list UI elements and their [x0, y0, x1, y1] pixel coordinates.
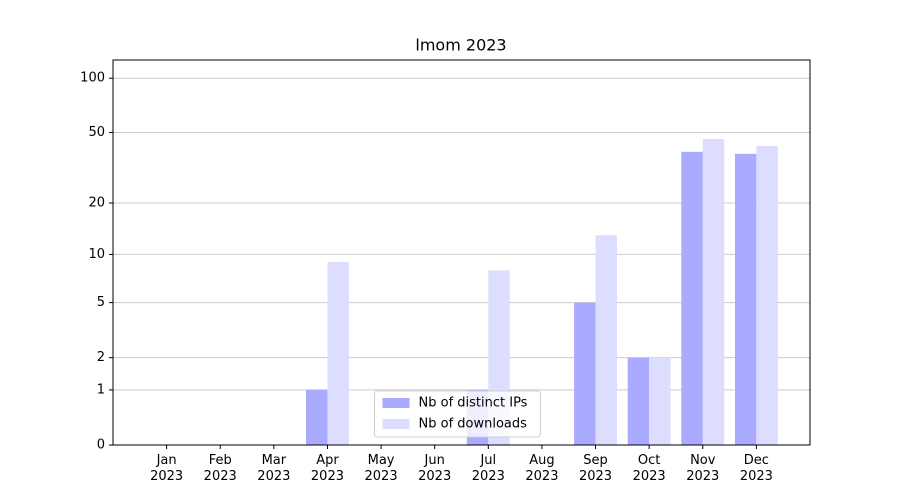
legend-label: Nb of downloads [419, 417, 528, 432]
x-tick-label: Oct 2023 [632, 453, 666, 484]
bar [627, 357, 650, 445]
bar [734, 153, 757, 445]
bar [327, 261, 349, 445]
bar [756, 146, 778, 445]
plot-frame [112, 59, 811, 446]
x-tick-label: Sep 2023 [578, 453, 613, 484]
bar [574, 302, 596, 445]
x-tick-label: Aug 2023 [525, 453, 559, 484]
y-tick-label: 100 [80, 71, 105, 86]
x-tick-label: Dec 2023 [739, 453, 773, 484]
bar [306, 389, 328, 445]
y-tick-label: 20 [88, 196, 105, 211]
x-tick-label: Jan 2023 [150, 453, 184, 484]
bar [595, 235, 617, 445]
x-tick-label: Jun 2023 [418, 453, 452, 484]
y-tick-label: 5 [97, 295, 105, 310]
y-tick-label: 1 [97, 382, 105, 397]
x-tick-label: Feb 2023 [203, 453, 237, 484]
y-tick-label: 50 [88, 125, 105, 140]
x-tick-label: Jul 2023 [471, 453, 505, 484]
legend-swatch [382, 419, 410, 429]
x-tick-label: Nov 2023 [686, 453, 720, 484]
chart-title: lmom 2023 [415, 36, 506, 55]
legend-label: Nb of distinct IPs [419, 396, 528, 411]
bar [702, 139, 725, 445]
x-tick-label: Mar 2023 [257, 453, 291, 484]
bar [681, 151, 703, 445]
legend-swatch [382, 398, 410, 408]
y-tick-label: 2 [97, 350, 105, 365]
x-tick-label: Apr 2023 [310, 453, 344, 484]
legend-frame [374, 390, 541, 438]
y-tick-label: 10 [88, 247, 105, 262]
x-tick-label: May 2023 [364, 453, 398, 484]
y-tick-label: 0 [97, 438, 105, 453]
bar [649, 357, 671, 445]
